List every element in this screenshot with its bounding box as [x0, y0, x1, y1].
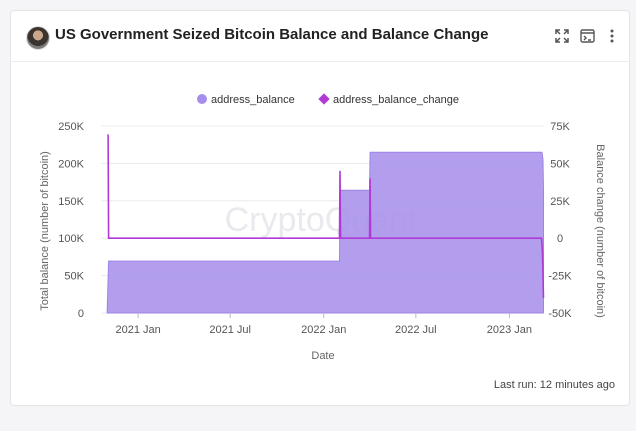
- y-axis-label: Total balance (number of bitcoin): [39, 151, 51, 311]
- series-area-address-balance[interactable]: [106, 151, 544, 314]
- terminal-icon[interactable]: [578, 27, 596, 45]
- y-tick-label: 0: [78, 308, 84, 320]
- y2-tick-label: 75K: [550, 121, 570, 133]
- x-axis-ticks: 2021 Jan 2021 Jul 2022 Jan 2022 Jul 2023 Jan: [115, 313, 532, 336]
- y-tick-label: 100K: [58, 233, 84, 245]
- y2-axis-label: Balance change (number of bitcoin): [594, 144, 606, 318]
- x-tick-label: 2021 Jan: [115, 324, 160, 336]
- avatar: [26, 26, 50, 50]
- y2-tick-label: -25K: [548, 271, 572, 283]
- y2-axis-ticks: -50K -25K 0 25K 50K 75K: [548, 121, 572, 320]
- legend-label-address-balance-change[interactable]: address_balance_change: [333, 94, 459, 106]
- legend-swatch-address-balance[interactable]: [197, 94, 207, 104]
- legend-label-address-balance[interactable]: address_balance: [211, 94, 295, 106]
- x-tick-label: 2021 Jul: [209, 324, 251, 336]
- legend: address_balance address_balance_change: [197, 93, 459, 106]
- y-axis-ticks: 0 50K 100K 150K 200K 250K: [58, 121, 84, 320]
- more-vertical-icon[interactable]: [603, 27, 621, 45]
- y2-tick-label: 50K: [550, 158, 570, 170]
- y-tick-label: 50K: [64, 271, 84, 283]
- y-tick-label: 200K: [58, 158, 84, 170]
- chart-card: US Government Seized Bitcoin Balance and…: [10, 10, 630, 406]
- y2-tick-label: -50K: [548, 308, 572, 320]
- expand-icon[interactable]: [553, 27, 571, 45]
- x-axis-label: Date: [311, 350, 334, 362]
- y-tick-label: 150K: [58, 196, 84, 208]
- last-run-status: Last run: 12 minutes ago: [493, 379, 615, 391]
- y2-tick-label: 25K: [550, 196, 570, 208]
- card-header: US Government Seized Bitcoin Balance and…: [11, 11, 629, 62]
- chart: address_balance address_balance_change C…: [39, 93, 606, 362]
- legend-swatch-address-balance-change[interactable]: [318, 93, 330, 105]
- x-tick-label: 2022 Jul: [395, 324, 437, 336]
- y-tick-label: 250K: [58, 121, 84, 133]
- x-tick-label: 2022 Jan: [301, 324, 346, 336]
- y2-tick-label: 0: [557, 233, 563, 245]
- series-line-address-balance-change[interactable]: [107, 134, 545, 299]
- page-title: US Government Seized Bitcoin Balance and…: [55, 26, 489, 43]
- x-tick-label: 2023 Jan: [487, 324, 532, 336]
